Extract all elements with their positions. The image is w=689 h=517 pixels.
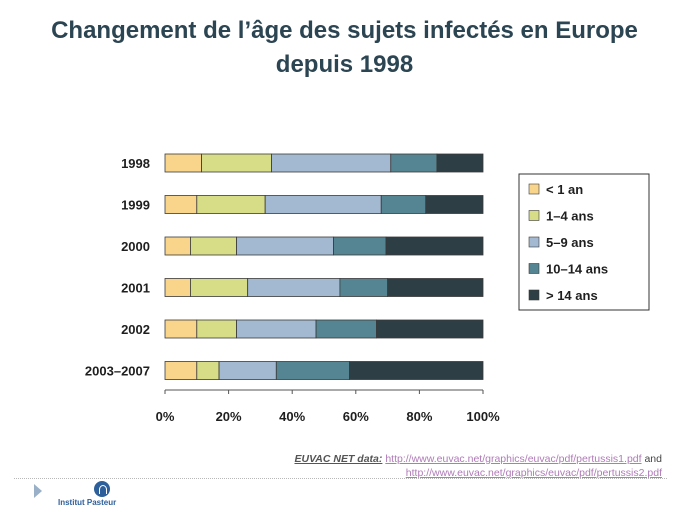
source-label: EUVAC NET data: — [294, 453, 383, 465]
chart-title-line1: Changement de l’âge des sujets infectés … — [51, 17, 638, 44]
legend-box — [518, 173, 650, 311]
bar-segment — [190, 236, 237, 256]
y-tick-label: 2000 — [121, 239, 150, 254]
bar-segment — [196, 195, 266, 214]
x-tick-label: 80% — [406, 409, 432, 424]
footer-arrow-icon — [34, 484, 42, 498]
institut-pasteur-logo: Institut Pasteur — [58, 481, 128, 511]
bar-segment — [271, 153, 392, 173]
bar-segment — [387, 278, 484, 297]
bar-segment — [376, 319, 484, 339]
bar-segment — [333, 236, 387, 256]
pasteur-logo-icon — [94, 481, 110, 497]
y-tick-label: 1998 — [121, 156, 150, 171]
x-tick-label: 0% — [156, 409, 175, 424]
logo-text: Institut Pasteur — [58, 498, 117, 507]
bar-segment — [164, 153, 202, 173]
x-tick-label: 20% — [216, 409, 242, 424]
legend-label: < 1 an — [546, 182, 583, 197]
x-tick-label: 100% — [466, 409, 500, 424]
bar-segment — [164, 361, 198, 380]
bar-segment — [339, 278, 388, 297]
x-tick-label: 60% — [343, 409, 369, 424]
bar-segment — [390, 153, 438, 173]
bar-segment — [385, 236, 484, 256]
legend-swatch — [528, 183, 540, 195]
bar-segment — [236, 319, 317, 339]
y-tick-label: 2002 — [121, 322, 150, 337]
bar-segment — [247, 278, 341, 297]
legend-label: 1–4 ans — [546, 209, 594, 224]
x-tick-label: 40% — [279, 409, 305, 424]
bar-segment — [164, 195, 198, 214]
bar-segment — [196, 361, 220, 380]
bar-segment — [201, 153, 272, 173]
bar-segment — [164, 278, 191, 297]
legend-swatch — [528, 236, 540, 248]
source-link-2[interactable]: http://www.euvac.net/graphics/euvac/pdf/… — [405, 467, 662, 479]
legend-swatch — [528, 263, 540, 274]
bar-segment — [164, 319, 198, 339]
source-link-1[interactable]: http://www.euvac.net/graphics/euvac/pdf/… — [385, 453, 642, 465]
chart-title-line2: depuis 1998 — [275, 51, 414, 78]
bar-segment — [425, 195, 484, 214]
legend-swatch — [528, 289, 540, 301]
bar-segment — [264, 195, 382, 214]
bar-segment — [349, 361, 484, 380]
legend-label: > 14 ans — [546, 288, 598, 303]
legend-label: 10–14 ans — [546, 262, 608, 277]
y-tick-label: 2003–2007 — [85, 364, 150, 379]
bar-segment — [436, 153, 484, 173]
legend-swatch — [528, 210, 540, 221]
bar-segment — [236, 236, 334, 256]
source-note: EUVAC NET data: http://www.euvac.net/gra… — [294, 452, 662, 480]
bar-segment — [315, 319, 377, 339]
legend-label: 5–9 ans — [546, 235, 594, 250]
bar-segment — [275, 361, 350, 380]
bar-segment — [196, 319, 237, 339]
bar-segment — [380, 195, 427, 214]
footer-divider — [14, 478, 667, 479]
bar-segment — [190, 278, 249, 297]
source-and: and — [644, 453, 662, 465]
y-tick-label: 2001 — [121, 281, 150, 296]
bar-segment — [218, 361, 277, 380]
chart-title: Changement de l’âge des sujets infectés … — [20, 14, 669, 82]
bar-segment — [164, 236, 191, 256]
y-tick-label: 1999 — [121, 198, 150, 213]
